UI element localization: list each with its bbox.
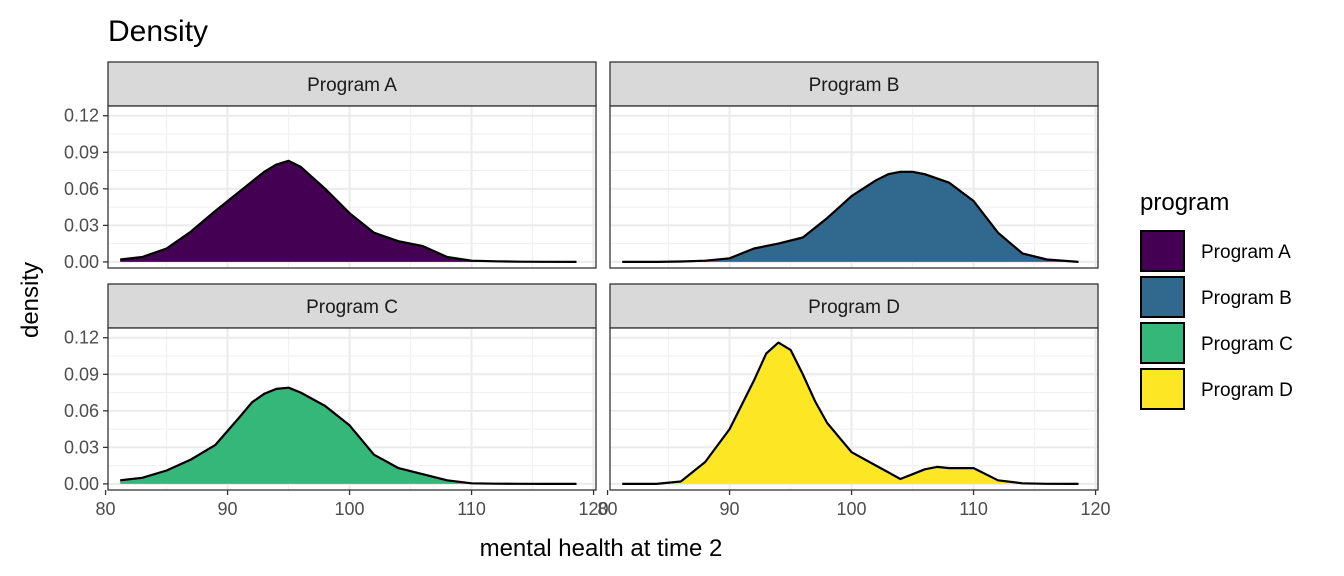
y-tick-label: 0.03 (64, 437, 99, 457)
x-tick-label: 80 (598, 499, 618, 519)
panel-border (107, 105, 597, 269)
legend-label-program-a: Program A (1201, 242, 1291, 263)
y-tick-label: 0.12 (64, 328, 99, 348)
x-tick-label: 100 (335, 499, 365, 519)
legend-key-program-c (1140, 322, 1185, 364)
strip-label-program-d: Program D (808, 297, 900, 318)
legend-title: program (1140, 189, 1229, 216)
panel-border (609, 105, 1099, 269)
x-tick-label: 80 (96, 499, 116, 519)
x-tick-label: 110 (457, 499, 486, 519)
strip-label-program-b: Program B (809, 75, 900, 96)
y-tick-label: 0.00 (64, 252, 99, 272)
strip-label-program-c: Program C (306, 297, 398, 318)
x-tick-label: 90 (218, 499, 238, 519)
density-line-program-a (120, 159, 577, 263)
y-tick-label: 0.12 (64, 106, 99, 126)
panel-program-a: Program A 0.00 0.03 0.06 0.09 0.12 (64, 61, 597, 272)
density-area-program-a (120, 160, 577, 262)
panel-program-b: Program B (609, 61, 1099, 269)
x-tick-label: 120 (1081, 499, 1111, 519)
legend: program Program A Program B Program C Progr… (1140, 189, 1293, 410)
density-line-program-d (622, 341, 1079, 485)
density-area-program-c (120, 387, 577, 484)
chart-title: Density (108, 15, 208, 48)
x-tick-label: 120 (579, 499, 609, 519)
y-tick-label: 0.09 (64, 142, 99, 162)
x-tick-label: 110 (959, 499, 988, 519)
y-axis-title: density (17, 262, 44, 338)
y-tick-label: 0.03 (64, 215, 99, 235)
legend-key-program-b (1140, 276, 1185, 318)
panel-border (107, 327, 597, 491)
density-line-program-b (622, 170, 1079, 263)
legend-label-program-b: Program B (1201, 288, 1292, 309)
x-axis-title: mental health at time 2 (480, 535, 723, 562)
strip-program-b (609, 61, 1099, 107)
panel-border (609, 327, 1099, 491)
y-tick-label: 0.09 (64, 364, 99, 384)
y-tick-label: 0.06 (64, 179, 99, 199)
x-tick-label: 90 (720, 499, 740, 519)
legend-key-program-a (1140, 230, 1185, 272)
legend-key-program-d (1140, 368, 1185, 410)
strip-program-c (107, 283, 597, 329)
density-line-program-c (120, 386, 577, 485)
facet-panels: Program A 0.00 0.03 0.06 0.09 0.12 Program B Pr… (64, 61, 1111, 519)
y-tick-label: 0.00 (64, 474, 99, 494)
legend-label-program-c: Program C (1201, 334, 1293, 355)
strip-label-program-a: Program A (307, 75, 397, 96)
strip-program-a (107, 61, 597, 107)
x-tick-label: 100 (837, 499, 867, 519)
y-tick-label: 0.06 (64, 401, 99, 421)
panel-program-c: Program C 0.00 0.03 0.06 0.09 0.12 80 90 100 110 1… (64, 283, 609, 519)
density-area-program-d (622, 342, 1079, 484)
panel-program-d: Program D 80 90 100 110 120 (598, 283, 1111, 519)
legend-label-program-d: Program D (1201, 380, 1293, 401)
